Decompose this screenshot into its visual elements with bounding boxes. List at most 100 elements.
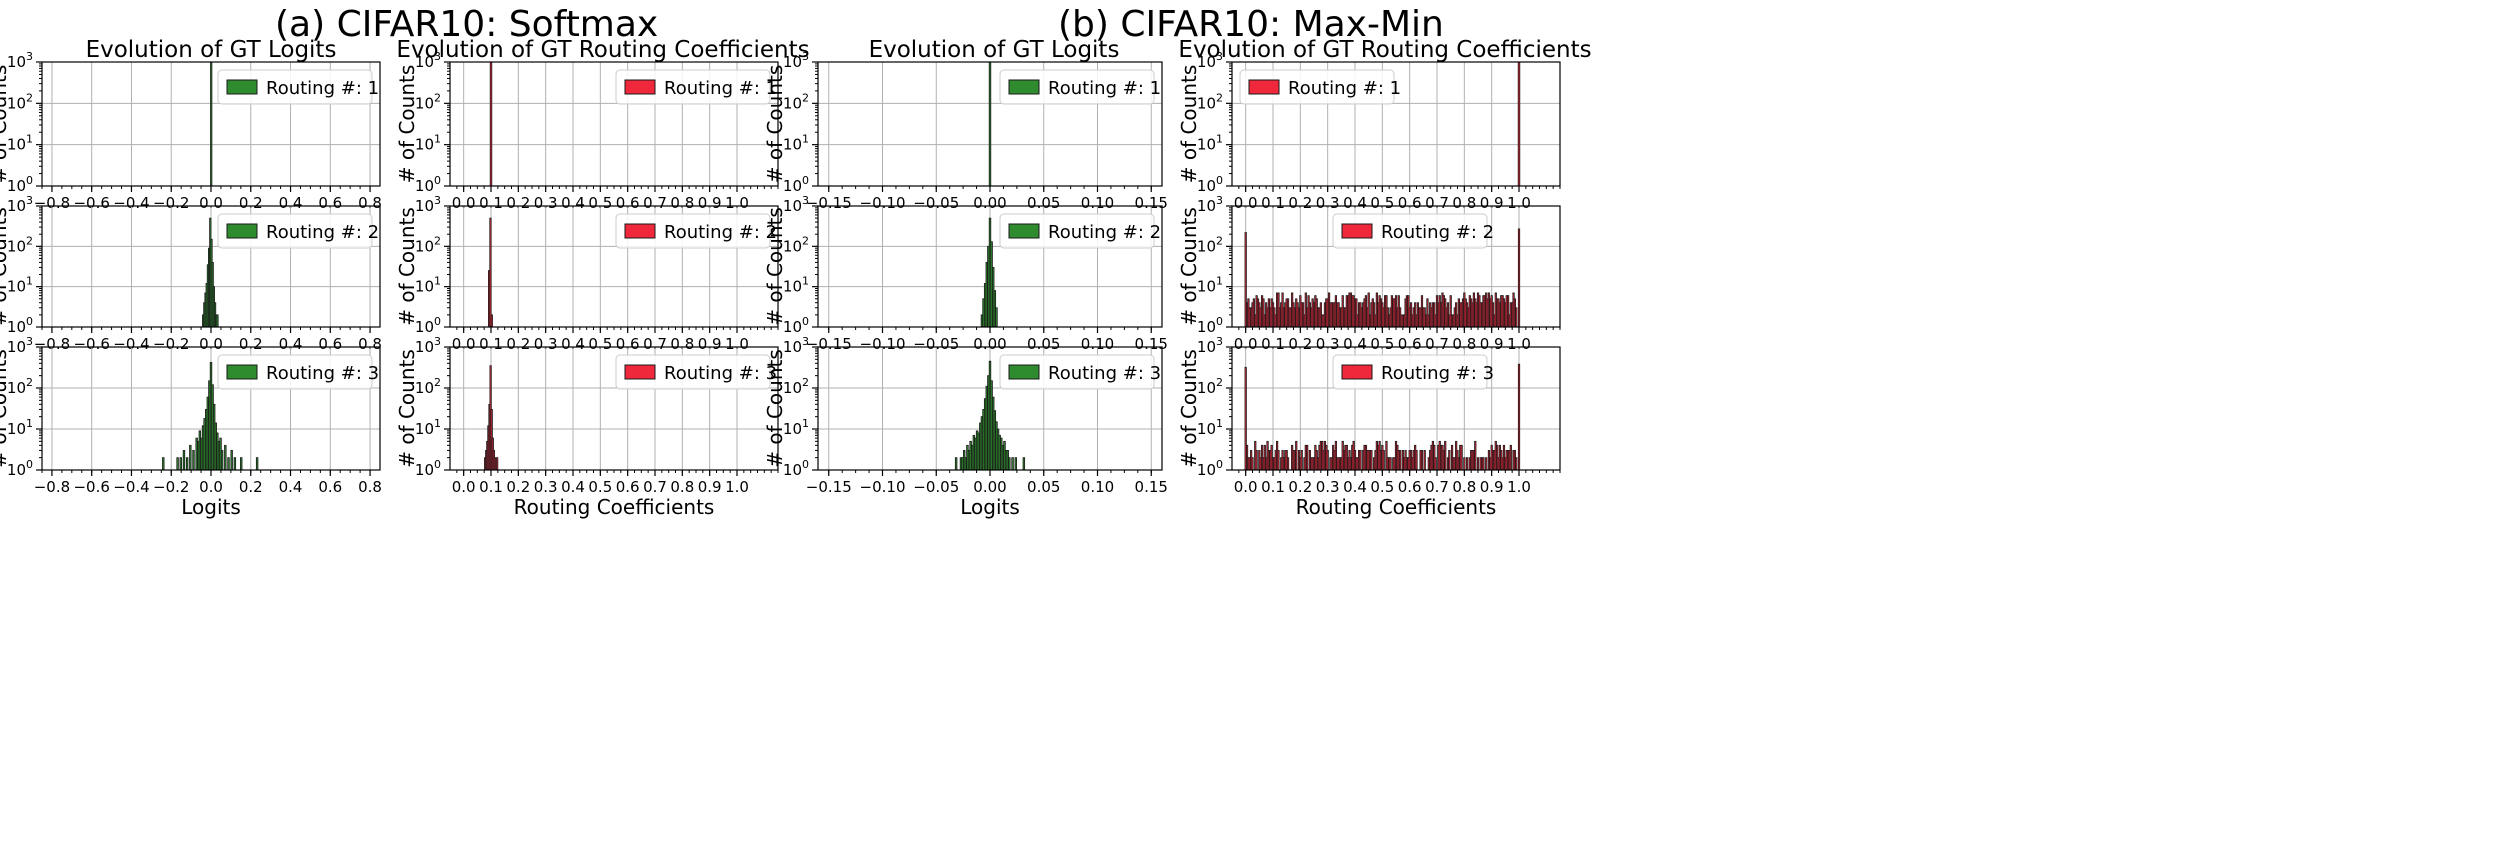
legend-box (217, 69, 373, 105)
x-tick-label: 0.5 (1370, 335, 1394, 353)
histogram-bar (1255, 450, 1258, 471)
histogram-bar (189, 444, 192, 471)
x-tick-label: 0.0 (199, 335, 223, 353)
x-tick-label: 0.2 (239, 478, 263, 496)
x-tick-label: −0.4 (113, 335, 149, 353)
legend-swatch (226, 79, 258, 95)
histogram-bar (1482, 457, 1485, 471)
y-axis-label: # of Counts (763, 349, 787, 468)
histogram-bar (1463, 457, 1466, 471)
x-tick-label: 0.3 (534, 194, 558, 212)
x-tick-label: 0.6 (318, 335, 342, 353)
histogram-bar (192, 450, 195, 471)
x-tick-label: 0.0 (199, 194, 223, 212)
legend-swatch (624, 364, 656, 380)
x-tick-label: 0.05 (1027, 194, 1060, 212)
panel-b-routing-1: 0.0 0.1 0.2 0.3 0.4 0.5 0.6 0.7 0.8 0.9 1.01001011… (1177, 50, 1561, 212)
histogram-bar (490, 314, 493, 328)
histogram-bar (1465, 457, 1469, 471)
x-tick-label: 0.2 (506, 335, 530, 353)
histogram-bar (1359, 450, 1362, 471)
legend-swatch (1008, 223, 1040, 239)
x-tick-label: 0.2 (1288, 335, 1312, 353)
legend-box (1239, 69, 1395, 105)
x-axis-label: Routing Coefficients (514, 495, 715, 519)
x-tick-label: 0.0 (452, 335, 476, 353)
histogram-bar (1460, 444, 1463, 471)
legend-label: Routing #: 3 (664, 363, 777, 384)
histogram-bar (1277, 450, 1280, 471)
histogram-bar (1415, 450, 1418, 471)
x-tick-label: 0.9 (698, 478, 722, 496)
x-tick-label: −0.10 (860, 335, 906, 353)
histogram-bar (233, 457, 237, 471)
x-tick-label: −0.2 (153, 478, 189, 496)
legend-box (217, 354, 373, 390)
histogram-bar (1420, 450, 1424, 471)
x-tick-label: 0.3 (1316, 335, 1340, 353)
legend: Routing #: 2 (1332, 213, 1494, 249)
bars (162, 362, 259, 471)
histogram-bar (1485, 457, 1488, 471)
column-title-b-routing: Evolution of GT Routing Coefficients (1178, 37, 1592, 63)
x-tick-label: 0.8 (670, 478, 694, 496)
x-tick-label: 0.00 (973, 478, 1006, 496)
histogram-bar (1295, 440, 1298, 471)
bars (1517, 61, 1521, 187)
x-tick-label: −0.10 (860, 194, 906, 212)
histogram-bar (1008, 457, 1011, 471)
x-tick-label: 0.1 (1261, 478, 1285, 496)
histogram-bar (1251, 457, 1254, 471)
histogram-bar (224, 444, 227, 471)
panel-b-logits-2: −0.15 −0.10 −0.05 0.00 0.05 0.10 0.15100101102… (763, 194, 1168, 353)
x-tick-label: 0.6 (318, 478, 342, 496)
x-tick-label: 0.2 (239, 194, 263, 212)
bars (988, 61, 992, 187)
histogram-bar (1244, 232, 1247, 328)
legend-label: Routing #: 3 (1048, 363, 1161, 384)
legend: Routing #: 2 (999, 213, 1161, 249)
x-tick-label: 0.8 (358, 335, 382, 353)
panel-a-logits-1: −0.8 −0.6 −0.4 −0.2 0.0 0.2 0.4 0.6 0.8100101102… (0, 50, 382, 212)
column-title-a-logits: Evolution of GT Logits (85, 37, 337, 63)
histogram-bar (496, 457, 499, 471)
histogram-bar (1370, 450, 1373, 471)
x-tick-label: 0.8 (358, 478, 382, 496)
histogram-bar (162, 457, 165, 471)
x-tick-label: 1.0 (725, 335, 749, 353)
x-tick-label: 0.5 (588, 478, 612, 496)
x-tick-label: −0.05 (913, 478, 959, 496)
x-tick-label: 0.5 (588, 335, 612, 353)
x-axis-label: Routing Coefficients (1296, 495, 1497, 519)
legend: Routing #: 3 (1332, 354, 1494, 390)
panel-a-logits-2: −0.8 −0.6 −0.4 −0.2 0.0 0.2 0.4 0.6 0.8100101102… (0, 194, 382, 353)
histogram-bar (1326, 450, 1329, 471)
x-tick-label: −0.6 (73, 335, 109, 353)
panel-a-routing-3: 0.0 0.1 0.2 0.3 0.4 0.5 0.6 0.7 0.8 0.9 1.01001011… (395, 335, 779, 519)
panel-b-logits-1: −0.15 −0.10 −0.05 0.00 0.05 0.10 0.15100101102… (763, 50, 1168, 212)
legend: Routing #: 3 (217, 354, 379, 390)
x-tick-label: 0.05 (1027, 335, 1060, 353)
histogram-bar (493, 457, 497, 471)
y-axis-label: # of Counts (395, 207, 419, 326)
histogram-bar (988, 61, 992, 187)
x-tick-label: 0.0 (1234, 478, 1258, 496)
x-tick-label: −0.6 (73, 478, 109, 496)
legend-box (999, 354, 1155, 390)
legend: Routing #: 3 (999, 354, 1161, 390)
x-tick-label: −0.15 (806, 478, 852, 496)
histogram-bar (995, 307, 998, 328)
x-tick-label: 0.4 (561, 194, 585, 212)
histogram-bar (1517, 61, 1521, 187)
legend-swatch (1341, 223, 1373, 239)
histogram-bar (230, 450, 233, 471)
x-tick-label: 0.2 (506, 478, 530, 496)
histogram-bar (1011, 457, 1014, 471)
x-tick-label: 0.00 (973, 335, 1006, 353)
histogram-bar (1517, 228, 1521, 328)
panel-b-routing-3: 0.0 0.1 0.2 0.3 0.4 0.5 0.6 0.7 0.8 0.9 1.01001011… (1177, 335, 1561, 519)
legend-box (615, 213, 771, 249)
x-tick-label: 0.8 (1452, 194, 1476, 212)
histogram-bar (1300, 450, 1303, 471)
